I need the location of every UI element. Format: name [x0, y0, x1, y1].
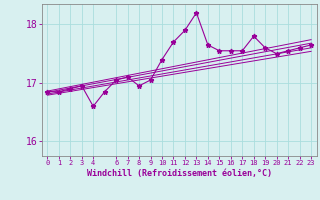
X-axis label: Windchill (Refroidissement éolien,°C): Windchill (Refroidissement éolien,°C) [87, 169, 272, 178]
